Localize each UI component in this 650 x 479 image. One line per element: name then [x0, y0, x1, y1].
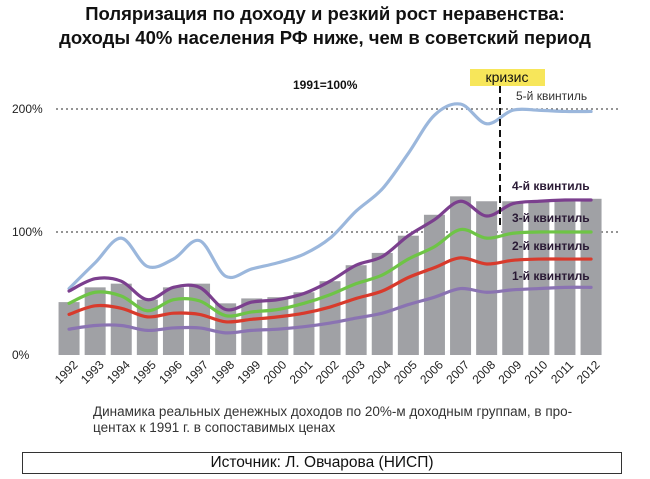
crisis-label: кризис	[486, 69, 529, 85]
title-line-2: доходы 40% населения РФ ниже, чем в сове…	[59, 27, 591, 48]
bar-1996	[162, 287, 184, 355]
series-lines	[67, 102, 593, 335]
series-line-2	[67, 256, 593, 324]
y-tick-label: 100%	[12, 225, 43, 239]
series-line-1	[67, 285, 593, 335]
series-label-4: 4-й квинтиль	[512, 179, 590, 193]
x-tick-label: 2009	[496, 358, 525, 387]
bar-2000	[267, 297, 289, 355]
x-tick-label: 2012	[574, 358, 603, 387]
x-tick-label: 2002	[313, 358, 342, 387]
x-tick-label: 1997	[182, 358, 211, 387]
bar-1999	[241, 298, 263, 355]
x-tick-label: 2000	[261, 358, 290, 387]
chart-caption: Динамика реальных денежных доходов по 20…	[93, 404, 613, 436]
crisis-box	[470, 69, 545, 86]
x-tick-label: 2010	[522, 358, 551, 387]
caption-line-1: Динамика реальных денежных доходов по 20…	[93, 404, 573, 419]
bar-1994	[110, 283, 132, 355]
series-labels: 5-й квинтиль 4-й квинтиль 3-й квинтиль 2-й …	[512, 89, 590, 283]
bar-2003	[345, 265, 367, 355]
series-label-3: 3-й квинтиль	[512, 211, 590, 225]
x-tick-label: 1995	[130, 358, 159, 387]
x-tick-label: 2001	[287, 358, 316, 387]
x-tick-label: 2005	[391, 358, 420, 387]
x-tick-label: 2007	[443, 358, 472, 387]
series-line-3	[67, 227, 593, 318]
x-tick-label: 2008	[469, 358, 498, 387]
x-tick-label: 2011	[548, 358, 576, 386]
y-tick-label: 200%	[12, 102, 43, 116]
source-text: Источник: Л. Овчарова (НИСП)	[210, 454, 434, 471]
series-label-1: 1-й квинтиль	[512, 269, 590, 283]
bar-2008	[476, 201, 498, 355]
bar-2001	[293, 292, 315, 355]
bar-2009	[502, 201, 524, 355]
series-line-4	[67, 198, 593, 312]
caption-line-2: центах к 1991 г. в сопоставимых ценах	[93, 420, 336, 435]
bar-1993	[84, 287, 106, 355]
page-title: Поляризация по доходу и резкий рост нера…	[0, 2, 650, 50]
x-tick-label: 2006	[417, 358, 446, 387]
x-tick-label: 1993	[78, 358, 107, 387]
crisis-marker: кризис	[470, 69, 545, 228]
y-tick-label: 0%	[12, 348, 30, 362]
series-line-5	[67, 102, 593, 291]
series-label-5: 5-й квинтиль	[516, 89, 587, 103]
bar-1995	[136, 299, 158, 355]
x-tick-label: 1994	[104, 358, 133, 387]
x-tick-label: 2003	[339, 358, 368, 387]
bar-2004	[371, 252, 393, 355]
bar-2002	[319, 281, 341, 355]
bar-2010	[528, 201, 550, 355]
bar-1997	[189, 283, 211, 355]
bar-2006	[423, 214, 445, 355]
bar-2007	[450, 196, 472, 355]
x-tick-label: 1999	[235, 358, 264, 387]
x-tick-label: 1998	[208, 358, 237, 387]
x-tick-label: 1996	[156, 358, 185, 387]
x-tick-label: 2004	[365, 358, 394, 387]
bar-2012	[580, 198, 602, 355]
base-label: 1991=100%	[293, 78, 358, 92]
series-label-2: 2-й квинтиль	[512, 239, 590, 253]
x-tick-label: 1992	[52, 358, 81, 387]
bar-2011	[554, 201, 576, 355]
source-box: Источник: Л. Овчарова (НИСП)	[22, 452, 622, 474]
title-line-1: Поляризация по доходу и резкий рост нера…	[85, 3, 565, 24]
bar-2005	[397, 235, 419, 355]
